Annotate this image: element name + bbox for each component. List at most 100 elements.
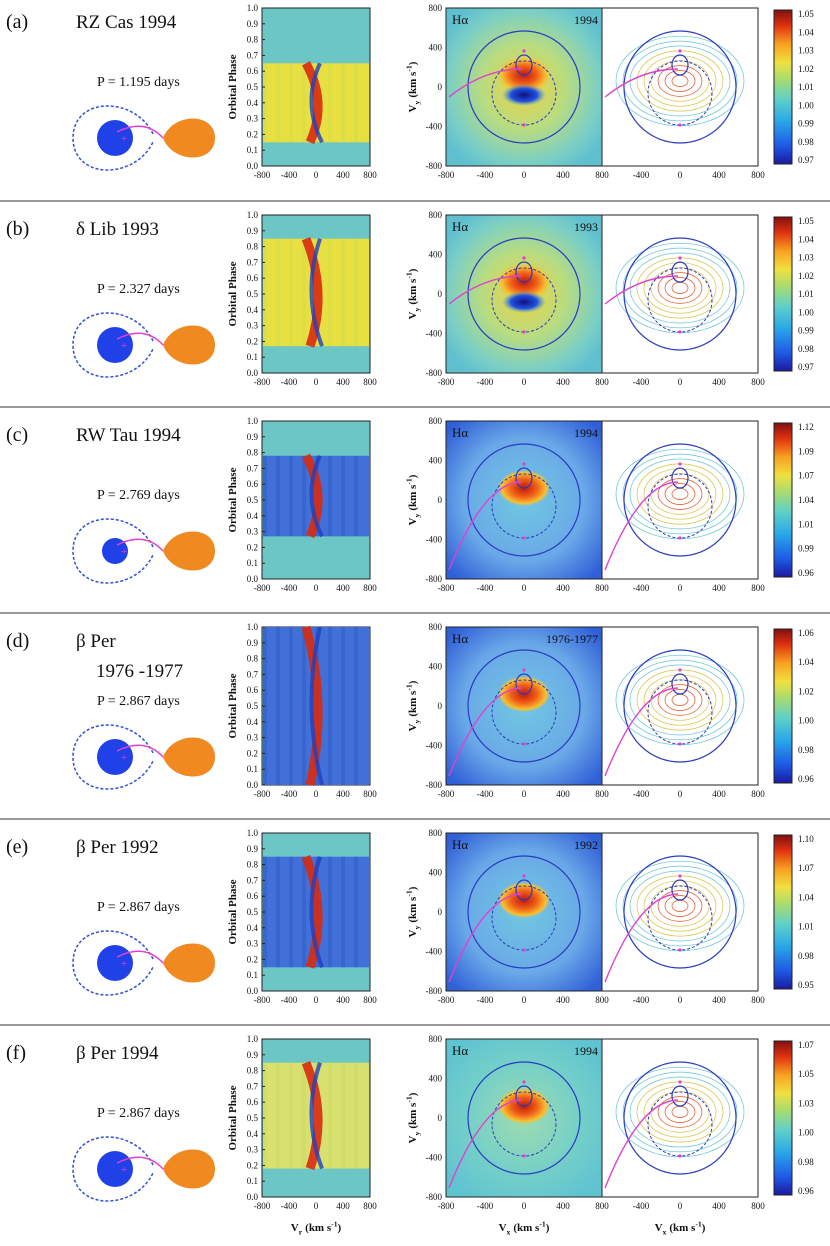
absorption-sinusoid — [309, 454, 324, 538]
spectrum-streak — [354, 238, 358, 347]
vy-axis-label: Vy(km s-1) — [405, 1092, 422, 1143]
emission-sinusoid — [301, 236, 323, 348]
spectrum-streak — [289, 455, 293, 537]
trail-x-tick: 400 — [336, 995, 350, 1005]
trail-x-tick: 400 — [336, 789, 350, 799]
map-x-tick: 0 — [678, 789, 683, 799]
contour-line — [657, 272, 703, 304]
colorbar — [773, 216, 793, 372]
secondary-roche — [515, 673, 533, 695]
map-x-tick: 400 — [556, 789, 570, 799]
emission-sinusoid — [302, 453, 323, 539]
map-x-tick: 800 — [751, 583, 765, 593]
colorbar-tick: 1.09 — [798, 446, 814, 456]
map-y-tick: -400 — [426, 329, 443, 339]
line-label: Hα — [452, 12, 468, 27]
spectrum-streak — [276, 627, 280, 785]
trail-x-tick: 800 — [363, 170, 377, 180]
colorbar-tick: 1.04 — [798, 657, 814, 667]
spectrum-streak — [276, 455, 280, 537]
panel-f: (f) β Per 1994 P = 2.867 days +0.0 0.1 0.2 0.3… — [0, 1024, 830, 1237]
colorbar-tick: 0.98 — [798, 951, 814, 961]
emission-sinusoid — [301, 625, 323, 786]
center-of-mass-marker: + — [121, 752, 127, 764]
contour-line — [643, 1086, 717, 1138]
star-name: β Per 1994 — [76, 1043, 159, 1064]
trail-x-tick: -800 — [254, 583, 271, 593]
stream-trajectory — [604, 481, 679, 571]
marker — [678, 462, 682, 466]
phase-tick: 0.4 — [247, 98, 259, 108]
gas-stream — [116, 538, 164, 552]
vx-axis-label: Vx (km s-1) — [499, 1220, 550, 1237]
phase-tick: 0.2 — [247, 954, 258, 964]
trail-x-tick: 800 — [363, 789, 377, 799]
contour-line — [622, 865, 738, 947]
trail-x-tick: 0 — [314, 1201, 319, 1211]
spectrum-streak — [289, 1062, 293, 1169]
outer-velocity-circle — [623, 237, 737, 351]
phase-tick: 0.6 — [247, 685, 259, 695]
phase-tick: 0.2 — [247, 748, 258, 758]
map-y-tick: 800 — [429, 210, 443, 220]
spectrum-streak — [302, 1062, 306, 1169]
colorbar-tick: 0.96 — [798, 568, 814, 578]
map-y-tick: 400 — [429, 662, 443, 672]
outer-velocity-circle — [623, 30, 737, 144]
phase-tick: 1.0 — [247, 3, 259, 13]
spectrum-streak — [289, 238, 293, 347]
map-y-tick: 400 — [429, 868, 443, 878]
stream-trajectory — [448, 893, 523, 983]
phase-tick: 0.5 — [247, 289, 259, 299]
colorbar-tick: 1.07 — [798, 1040, 814, 1050]
trail-x-tick: -400 — [281, 377, 298, 387]
map-x-tick: 800 — [595, 170, 609, 180]
colorbar — [773, 422, 793, 578]
contour-line — [629, 870, 731, 942]
colorbar-tick: 1.05 — [798, 216, 814, 226]
contour-line — [622, 453, 738, 535]
absorption-sinusoid — [309, 62, 324, 144]
map-y-tick: -400 — [426, 741, 443, 751]
contour-map — [601, 7, 759, 167]
contour-map — [601, 420, 759, 580]
phase-tick: 0.9 — [247, 19, 259, 29]
spectrum-streak — [341, 627, 345, 785]
map-x-tick: 0 — [678, 1201, 683, 1211]
stream-trajectory — [448, 275, 523, 305]
roche-lobe — [72, 724, 154, 790]
trail-x-tick: 400 — [336, 583, 350, 593]
map-x-tick: 800 — [595, 1201, 609, 1211]
emission-sinusoid — [301, 1060, 323, 1171]
spectrum-streak — [341, 238, 345, 347]
trail-x-tick: -800 — [254, 170, 271, 180]
colorbar — [773, 834, 793, 990]
absorption-sinusoid — [309, 856, 324, 968]
marker — [678, 742, 682, 746]
center-of-mass-marker: + — [121, 133, 127, 145]
map-x-tick: -400 — [477, 377, 494, 387]
trail-x-tick: 800 — [363, 1201, 377, 1211]
spectrum-streak — [354, 455, 358, 537]
orbital-period: P = 2.867 days — [97, 694, 180, 709]
contour-line — [664, 895, 696, 917]
center-of-mass-marker: + — [121, 340, 127, 352]
phase-tick: 0.6 — [247, 1097, 259, 1107]
colorbar-tick: 1.03 — [798, 46, 814, 56]
map-x-tick: 800 — [595, 995, 609, 1005]
map-x-tick: 800 — [595, 377, 609, 387]
phase-axis-label: Orbital Phase — [227, 1085, 239, 1150]
spectrum-streak — [302, 455, 306, 537]
phase-tick: 0.1 — [247, 764, 258, 774]
contour-line — [643, 880, 717, 932]
map-x-tick: -400 — [477, 789, 494, 799]
phase-axis-label: Orbital Phase — [227, 673, 239, 738]
colorbar-tick: 0.97 — [798, 155, 814, 165]
outer-velocity-circle — [467, 443, 581, 557]
secondary-star — [163, 943, 215, 983]
map-y-tick: 0 — [438, 82, 443, 92]
phase-tick: 0.5 — [247, 495, 259, 505]
phase-axis-label: Orbital Phase — [227, 54, 239, 119]
spectrum-streak — [263, 1062, 267, 1169]
